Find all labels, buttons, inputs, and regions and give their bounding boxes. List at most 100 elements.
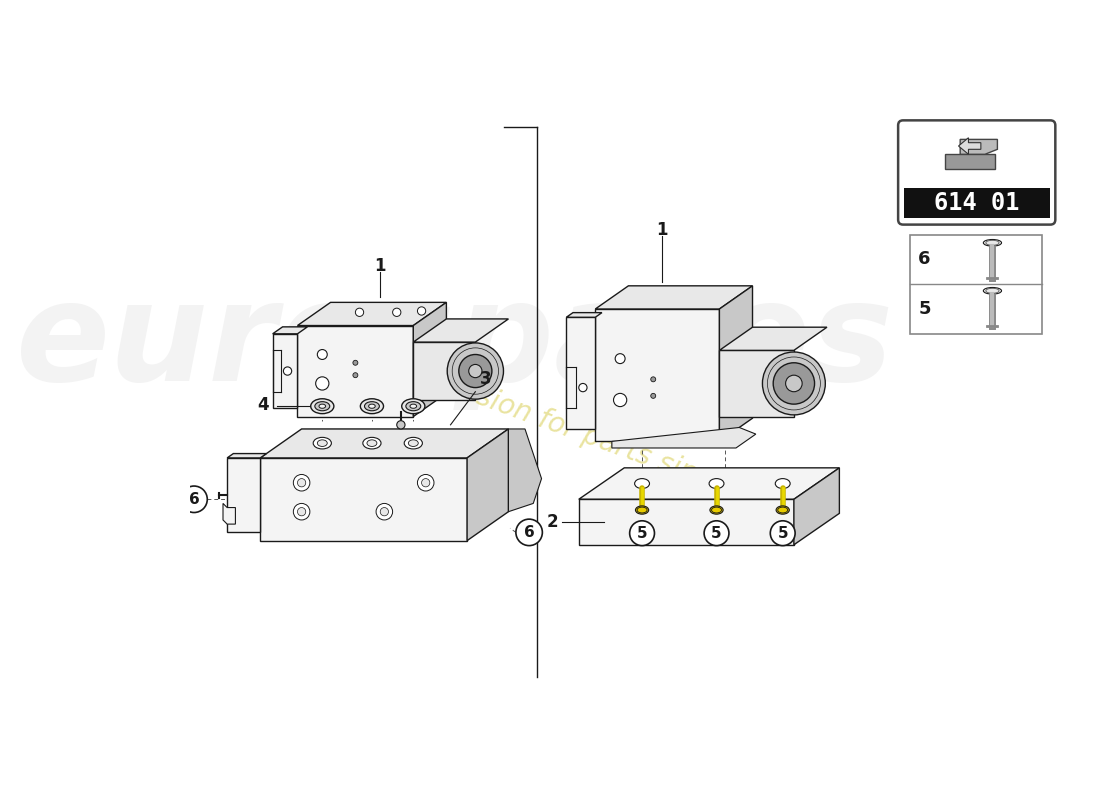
- Ellipse shape: [410, 404, 417, 408]
- Circle shape: [773, 362, 815, 404]
- Circle shape: [353, 373, 358, 378]
- Polygon shape: [297, 302, 447, 326]
- Text: 1: 1: [656, 221, 668, 238]
- Text: 4: 4: [257, 395, 268, 414]
- Circle shape: [317, 350, 328, 359]
- Circle shape: [421, 478, 430, 487]
- Ellipse shape: [408, 440, 418, 446]
- Polygon shape: [468, 429, 508, 541]
- Polygon shape: [297, 326, 414, 417]
- Polygon shape: [960, 139, 998, 154]
- Circle shape: [615, 354, 625, 363]
- Polygon shape: [794, 468, 839, 545]
- Polygon shape: [719, 327, 827, 350]
- Polygon shape: [414, 342, 475, 400]
- Ellipse shape: [361, 398, 384, 414]
- Circle shape: [629, 521, 654, 546]
- Polygon shape: [261, 458, 468, 541]
- Circle shape: [614, 394, 627, 406]
- Circle shape: [469, 365, 482, 378]
- Ellipse shape: [710, 478, 724, 489]
- Polygon shape: [227, 454, 266, 458]
- Circle shape: [651, 377, 656, 382]
- Text: a passion for parts since 1985: a passion for parts since 1985: [402, 357, 805, 526]
- Text: eurospares: eurospares: [15, 274, 893, 410]
- Text: 6: 6: [189, 492, 199, 506]
- Ellipse shape: [983, 287, 1001, 294]
- Ellipse shape: [317, 440, 328, 446]
- Circle shape: [297, 478, 306, 487]
- Ellipse shape: [314, 438, 331, 449]
- Circle shape: [417, 307, 426, 315]
- Text: 2: 2: [547, 514, 558, 531]
- Circle shape: [353, 360, 358, 366]
- Polygon shape: [595, 309, 719, 442]
- Ellipse shape: [636, 506, 649, 514]
- Ellipse shape: [635, 478, 649, 489]
- Ellipse shape: [777, 506, 790, 514]
- Ellipse shape: [406, 402, 420, 410]
- Circle shape: [579, 383, 587, 392]
- Polygon shape: [261, 429, 508, 458]
- Polygon shape: [566, 318, 595, 429]
- Polygon shape: [719, 286, 752, 442]
- Polygon shape: [273, 334, 297, 408]
- Ellipse shape: [310, 398, 334, 414]
- Polygon shape: [273, 327, 307, 334]
- Circle shape: [294, 503, 310, 520]
- Circle shape: [381, 507, 388, 516]
- Circle shape: [297, 507, 306, 516]
- Circle shape: [651, 394, 656, 398]
- Polygon shape: [508, 429, 541, 512]
- Polygon shape: [612, 427, 756, 448]
- Circle shape: [448, 343, 504, 399]
- Ellipse shape: [986, 288, 999, 294]
- Polygon shape: [414, 302, 447, 417]
- Ellipse shape: [986, 240, 999, 246]
- Ellipse shape: [368, 404, 375, 408]
- Text: 6: 6: [524, 525, 535, 540]
- Ellipse shape: [712, 507, 722, 513]
- FancyBboxPatch shape: [898, 120, 1055, 225]
- Ellipse shape: [363, 438, 381, 449]
- Text: 5: 5: [918, 300, 931, 318]
- Circle shape: [762, 352, 825, 415]
- Text: 5: 5: [778, 526, 788, 541]
- Circle shape: [516, 519, 542, 546]
- Polygon shape: [227, 458, 261, 532]
- Bar: [910, 234, 1042, 334]
- Text: 6: 6: [918, 250, 931, 268]
- Ellipse shape: [319, 404, 326, 408]
- Ellipse shape: [402, 398, 425, 414]
- Circle shape: [770, 521, 795, 546]
- Text: 5: 5: [712, 526, 722, 541]
- Ellipse shape: [983, 239, 1001, 246]
- Ellipse shape: [710, 506, 723, 514]
- Circle shape: [316, 377, 329, 390]
- Circle shape: [393, 308, 400, 317]
- Circle shape: [376, 503, 393, 520]
- Circle shape: [397, 421, 405, 429]
- Ellipse shape: [778, 507, 788, 513]
- Text: 3: 3: [480, 370, 491, 387]
- Polygon shape: [414, 319, 508, 342]
- Polygon shape: [223, 503, 235, 524]
- Polygon shape: [958, 138, 981, 154]
- Bar: [904, 188, 1049, 218]
- Circle shape: [785, 375, 802, 392]
- Circle shape: [180, 486, 207, 513]
- Bar: [945, 154, 994, 169]
- Polygon shape: [579, 499, 794, 545]
- Circle shape: [284, 367, 292, 375]
- Ellipse shape: [637, 507, 647, 513]
- Circle shape: [355, 308, 364, 317]
- Ellipse shape: [367, 440, 377, 446]
- Circle shape: [294, 474, 310, 491]
- Text: 1: 1: [374, 257, 386, 275]
- Circle shape: [704, 521, 729, 546]
- Text: 5: 5: [637, 526, 648, 541]
- Polygon shape: [595, 286, 752, 309]
- Ellipse shape: [776, 478, 790, 489]
- Circle shape: [459, 354, 492, 387]
- Polygon shape: [579, 468, 839, 499]
